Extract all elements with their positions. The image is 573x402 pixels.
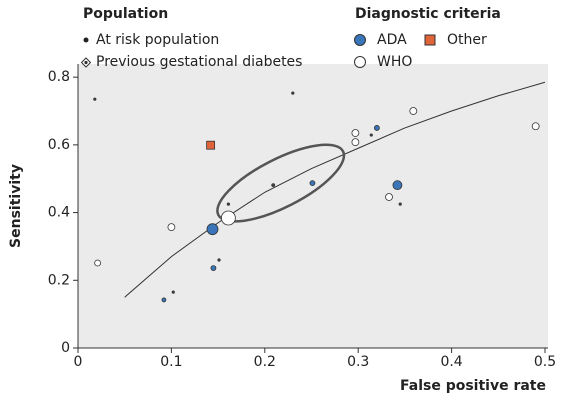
legend-label: ADA xyxy=(377,32,407,48)
point xyxy=(351,138,360,147)
y-tick-label: 0.2 xyxy=(48,272,70,288)
point xyxy=(210,265,217,272)
point xyxy=(93,97,97,101)
point xyxy=(161,297,167,303)
point xyxy=(309,180,316,187)
y-tick-label: 0 xyxy=(61,340,70,356)
legend-label: WHO xyxy=(377,54,412,70)
x-axis-label: False positive rate xyxy=(400,378,546,394)
y-tick-label: 0.4 xyxy=(48,205,70,221)
point xyxy=(206,223,219,236)
legend-title: Population xyxy=(83,6,168,22)
point xyxy=(94,259,102,267)
y-tick-label: 0.8 xyxy=(48,69,70,85)
x-tick-label: 0.3 xyxy=(347,354,369,370)
point xyxy=(398,202,402,206)
x-tick-label: 0.2 xyxy=(254,354,276,370)
point xyxy=(291,91,295,95)
legend-symbol xyxy=(354,34,366,46)
point xyxy=(220,210,236,226)
x-tick-label: 0.1 xyxy=(160,354,182,370)
legend-symbol xyxy=(80,57,92,68)
legend-label: At risk population xyxy=(96,32,219,48)
point xyxy=(385,193,393,201)
x-tick-label: 0 xyxy=(74,354,83,370)
point xyxy=(531,122,540,131)
confidence-region xyxy=(216,143,346,223)
y-axis-label: Sensitivity xyxy=(8,164,24,248)
point xyxy=(226,202,230,206)
point xyxy=(409,107,418,115)
x-tick-label: 0.5 xyxy=(534,354,556,370)
legend-symbol xyxy=(424,34,436,46)
point xyxy=(217,258,221,262)
plot-area xyxy=(78,64,548,348)
legend-symbol xyxy=(354,56,366,68)
point xyxy=(206,140,216,150)
point xyxy=(369,133,373,137)
legend-symbol xyxy=(83,37,89,43)
point xyxy=(167,223,176,232)
sroc-curve xyxy=(124,81,546,298)
legend-title: Diagnostic criteria xyxy=(355,6,501,22)
point xyxy=(373,125,380,131)
point xyxy=(171,290,175,294)
legend-label: Other xyxy=(447,32,487,48)
point xyxy=(392,180,403,191)
legend-label: Previous gestational diabetes xyxy=(96,54,302,70)
point xyxy=(271,183,276,188)
point xyxy=(351,129,360,137)
y-tick-label: 0.6 xyxy=(48,137,70,153)
x-tick-label: 0.4 xyxy=(440,354,462,370)
